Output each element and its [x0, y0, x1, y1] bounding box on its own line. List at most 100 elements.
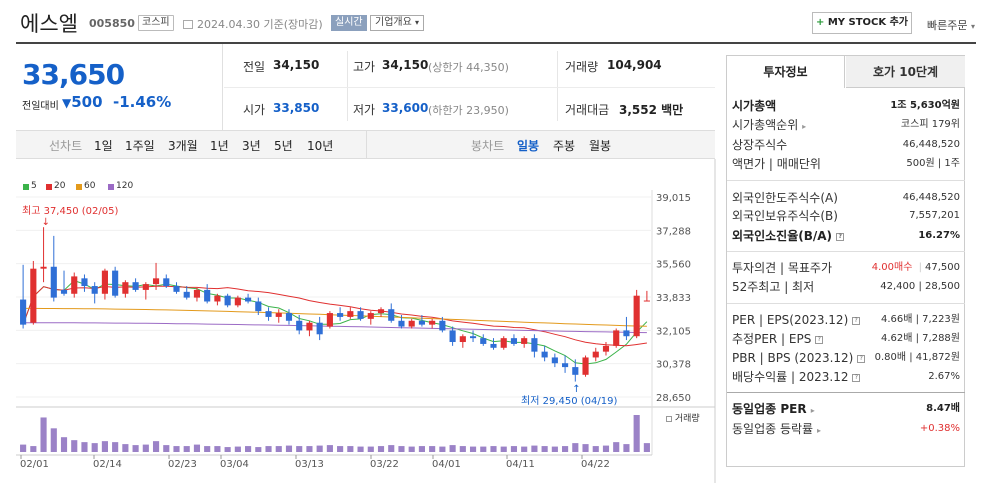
period-1w[interactable]: 1주일 — [125, 139, 155, 153]
period-3y[interactable]: 3년 — [242, 139, 261, 153]
volume-bar — [592, 446, 599, 452]
info-icon[interactable]: ? — [852, 373, 861, 382]
opinion-row: 투자의견 | 목표주가 4.00매수 | 47,500 — [732, 261, 960, 275]
tab-invest-info[interactable]: 투자정보 — [727, 56, 845, 88]
header-divider — [16, 42, 976, 44]
volume-bar — [101, 441, 108, 452]
candle-chart-tab[interactable]: 봉차트 — [471, 139, 505, 153]
candle-monthly[interactable]: 월봉 — [589, 139, 612, 153]
est-per-row: 추정PER | EPS ? 4.62배 | 7,288원 — [732, 332, 960, 346]
volume-bar — [142, 444, 149, 452]
info-icon[interactable]: ? — [815, 335, 824, 344]
candle — [347, 311, 354, 317]
volume-bar — [337, 446, 344, 452]
candle-weekly[interactable]: 주봉 — [553, 139, 576, 153]
x-tick-label: 03/22 — [370, 459, 399, 470]
stock-name: 에스엘 — [20, 12, 78, 36]
dividend-row: 배당수익률 | 2023.12 ? 2.67% — [732, 370, 960, 384]
candle — [357, 311, 364, 319]
volume-bar — [71, 440, 78, 452]
industry-per-row[interactable]: 동일업종 PER ▸ 8.47배 — [732, 402, 960, 416]
volume-bar — [296, 446, 303, 452]
candle — [30, 268, 37, 323]
candle — [592, 351, 599, 358]
tab-order-book[interactable]: 호가 10단계 — [846, 56, 965, 88]
x-tick-label: 04/22 — [581, 459, 610, 470]
volume-bar — [50, 428, 57, 452]
quick-order-link[interactable]: 빠른주문 ▾ — [927, 19, 975, 32]
y-tick-label: 35,560 — [656, 260, 691, 271]
legend-label-120: 120 — [116, 181, 134, 191]
current-price: 33,650 — [22, 58, 125, 91]
volume-bar — [265, 446, 272, 452]
volume-bar — [613, 442, 620, 452]
volume-bar — [541, 446, 548, 452]
volume-bar — [633, 415, 640, 452]
volume-bar — [521, 446, 528, 452]
candle — [101, 270, 108, 294]
ma-line-60 — [23, 307, 647, 327]
info-icon[interactable]: ? — [852, 316, 861, 325]
candle — [142, 284, 149, 290]
candle-daily[interactable]: 일봉 — [517, 139, 540, 153]
corp-overview-dropdown[interactable]: 기업개요 ▾ — [370, 15, 425, 31]
candle — [418, 320, 425, 325]
volume-bar — [490, 446, 497, 452]
period-10y[interactable]: 10년 — [307, 139, 334, 153]
volume-bar — [480, 446, 487, 452]
market-cap-row: 시가총액 1조 5,630억원 — [732, 99, 960, 113]
candle — [469, 336, 477, 339]
period-1y[interactable]: 1년 — [210, 139, 229, 153]
volume-bar — [152, 441, 160, 452]
industry-change-row[interactable]: 동일업종 등락률 ▸ +0.38% — [732, 422, 960, 436]
info-icon[interactable]: ? — [857, 354, 866, 363]
candle — [623, 330, 630, 337]
candle — [337, 313, 344, 317]
foreign-ratio-row: 외국인소진율(B/A) ? 16.27% — [732, 229, 960, 243]
down-arrow-icon: ▼ — [62, 96, 72, 110]
live-badge[interactable]: 실시간 — [331, 15, 367, 31]
candle — [377, 309, 385, 314]
candle — [449, 330, 456, 343]
amount-value: 3,552 백만 — [619, 103, 684, 117]
volume-bar — [91, 443, 98, 452]
price-chart[interactable]: 39,015 37,288 35,560 33,833 32,105 30,378 28,6… — [0, 0, 720, 483]
diff-percent: -1.46% — [113, 93, 172, 111]
volume-bar — [193, 444, 201, 452]
period-1d[interactable]: 1일 — [94, 139, 113, 153]
volume-bar — [429, 446, 436, 452]
line-chart-tab[interactable]: 선차트 — [49, 139, 83, 153]
y-tick-label: 33,833 — [656, 293, 691, 304]
volume-bar — [112, 442, 119, 452]
chevron-down-icon: ▾ — [415, 18, 420, 27]
candle — [643, 300, 650, 302]
candle — [500, 338, 507, 348]
lower-limit: (하한가 23,950) — [428, 104, 509, 117]
mystock-add-button[interactable]: + MY STOCK 추가 — [812, 12, 912, 34]
volume-bar — [377, 446, 385, 452]
diff-label: 전일대비 — [22, 101, 59, 112]
period-5y[interactable]: 5년 — [274, 139, 293, 153]
candle — [234, 297, 241, 306]
legend-swatch-60 — [76, 184, 82, 190]
volume-bar — [347, 446, 354, 452]
low-label: 저가 — [353, 103, 376, 117]
legend-label-5: 5 — [31, 181, 37, 191]
candle — [71, 276, 78, 294]
candle — [531, 338, 538, 352]
candle — [613, 330, 620, 346]
candle — [152, 278, 160, 285]
candle — [183, 291, 190, 298]
volume-bar — [398, 446, 405, 452]
candle — [429, 320, 436, 325]
info-icon[interactable]: ? — [836, 232, 845, 241]
candle — [388, 309, 395, 321]
week52-row: 52주최고 | 최저 42,400 | 28,500 — [732, 280, 960, 294]
volume-bar — [81, 442, 88, 452]
ma-line-120 — [23, 322, 647, 334]
period-3m[interactable]: 3개월 — [168, 139, 198, 153]
panel-divider — [727, 180, 965, 181]
volume-bar — [183, 446, 190, 452]
volume-bar — [418, 446, 425, 452]
market-cap-rank-row[interactable]: 시가총액순위 ▸ 코스피 179위 — [732, 118, 960, 132]
